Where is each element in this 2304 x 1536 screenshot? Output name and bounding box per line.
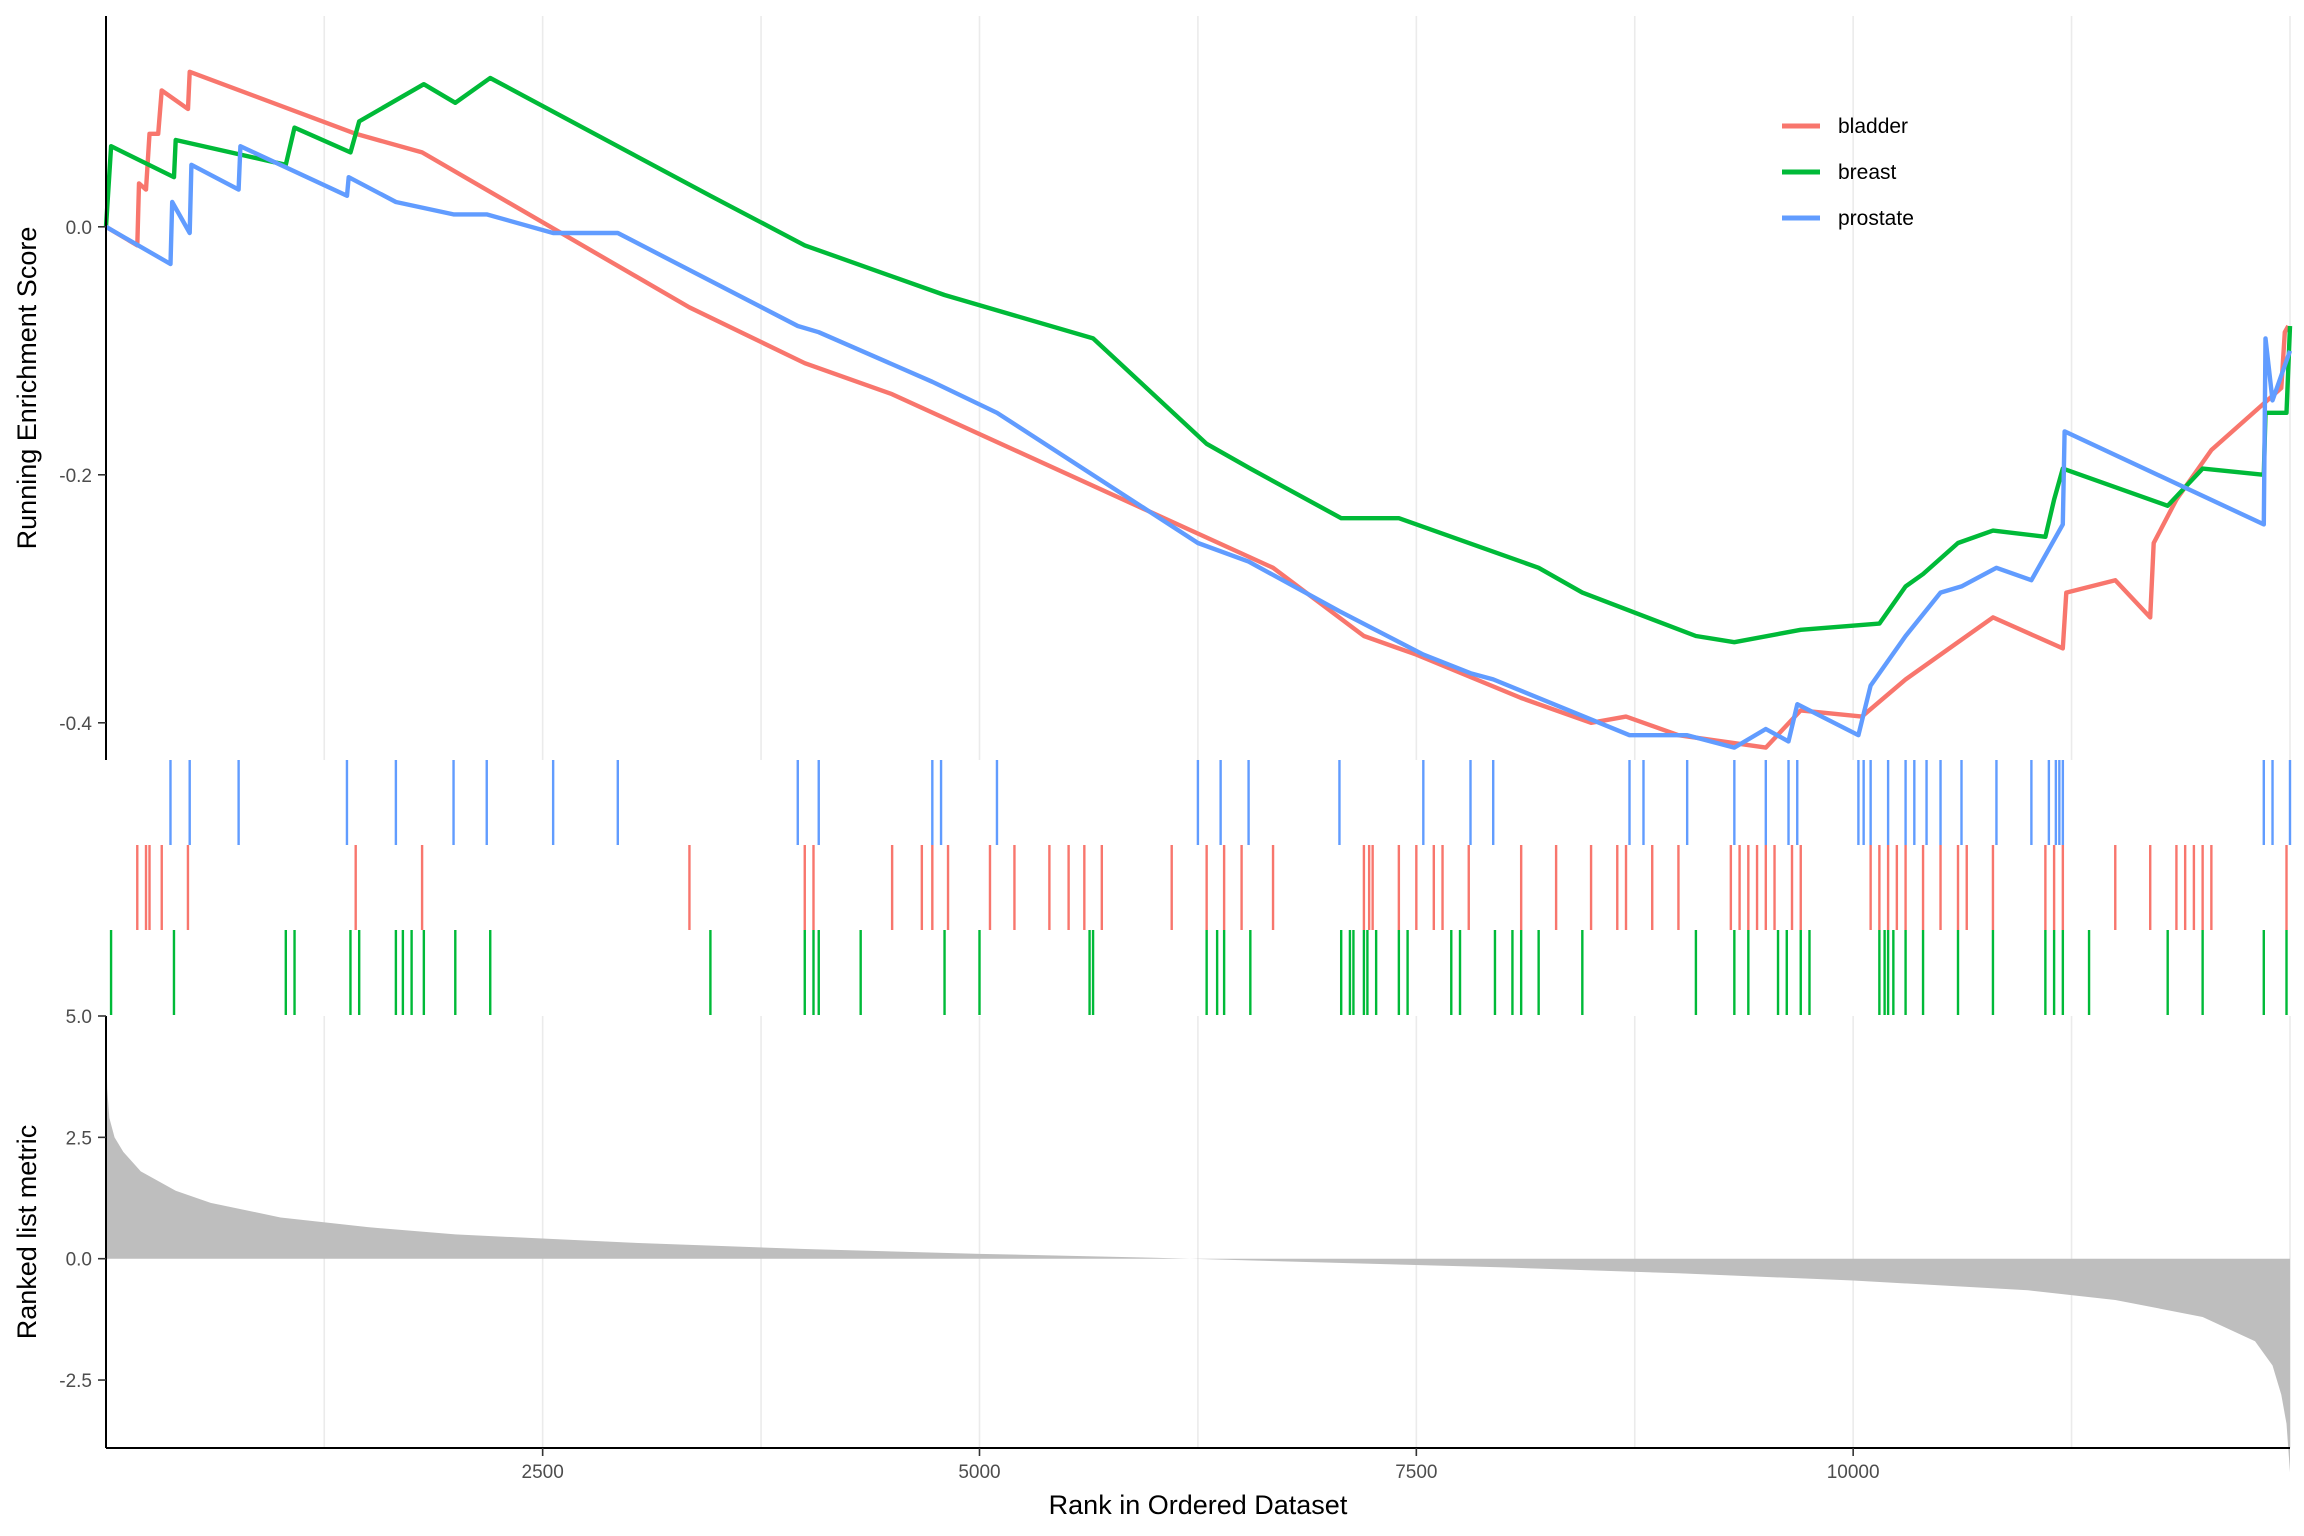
legend-label-breast: breast xyxy=(1838,161,1897,184)
x-tick-label: 7500 xyxy=(1395,1462,1437,1483)
ranked-metric-axis-title: Ranked list metric xyxy=(12,1125,42,1340)
running-score-tick-label: 0.0 xyxy=(66,218,92,239)
series-line-breast xyxy=(103,75,2293,645)
x-tick-label: 5000 xyxy=(958,1462,1000,1483)
running-score-gridlines xyxy=(323,16,2291,760)
ranked-metric-tick-label: -2.5 xyxy=(59,1371,92,1392)
x-tick-label: 10000 xyxy=(1827,1462,1880,1483)
axes xyxy=(105,16,2290,1449)
ranked-metric-gridlines xyxy=(323,1016,2291,1448)
x-tick-label: 2500 xyxy=(522,1462,564,1483)
running-score-tick-label: -0.2 xyxy=(59,466,92,487)
gene-hit-ticks xyxy=(109,760,2292,1015)
legend: bladder breast prostate xyxy=(1782,115,1914,230)
axis-ticks: 2500 5000 7500 10000 0.0 -0.2 -0.4 5.0 2.5 0.0 -2.… xyxy=(59,218,1879,1483)
series-line-prostate xyxy=(104,143,2293,750)
series-line-bladder xyxy=(104,69,2291,750)
ranked-metric-area xyxy=(106,1030,2290,1473)
legend-label-prostate: prostate xyxy=(1838,207,1914,230)
running-score-axis-title: Running Enrichment Score xyxy=(12,227,42,550)
ranked-metric-tick-label: 5.0 xyxy=(66,1007,92,1028)
ranked-metric-tick-label: 2.5 xyxy=(66,1128,92,1149)
legend-label-bladder: bladder xyxy=(1838,115,1908,138)
x-axis-title: Rank in Ordered Dataset xyxy=(1049,1490,1348,1520)
running-score-lines xyxy=(103,69,2293,750)
ranked-metric-fill xyxy=(106,1030,2290,1473)
ranked-metric-tick-label: 0.0 xyxy=(66,1250,92,1271)
running-score-tick-label: -0.4 xyxy=(59,714,92,735)
